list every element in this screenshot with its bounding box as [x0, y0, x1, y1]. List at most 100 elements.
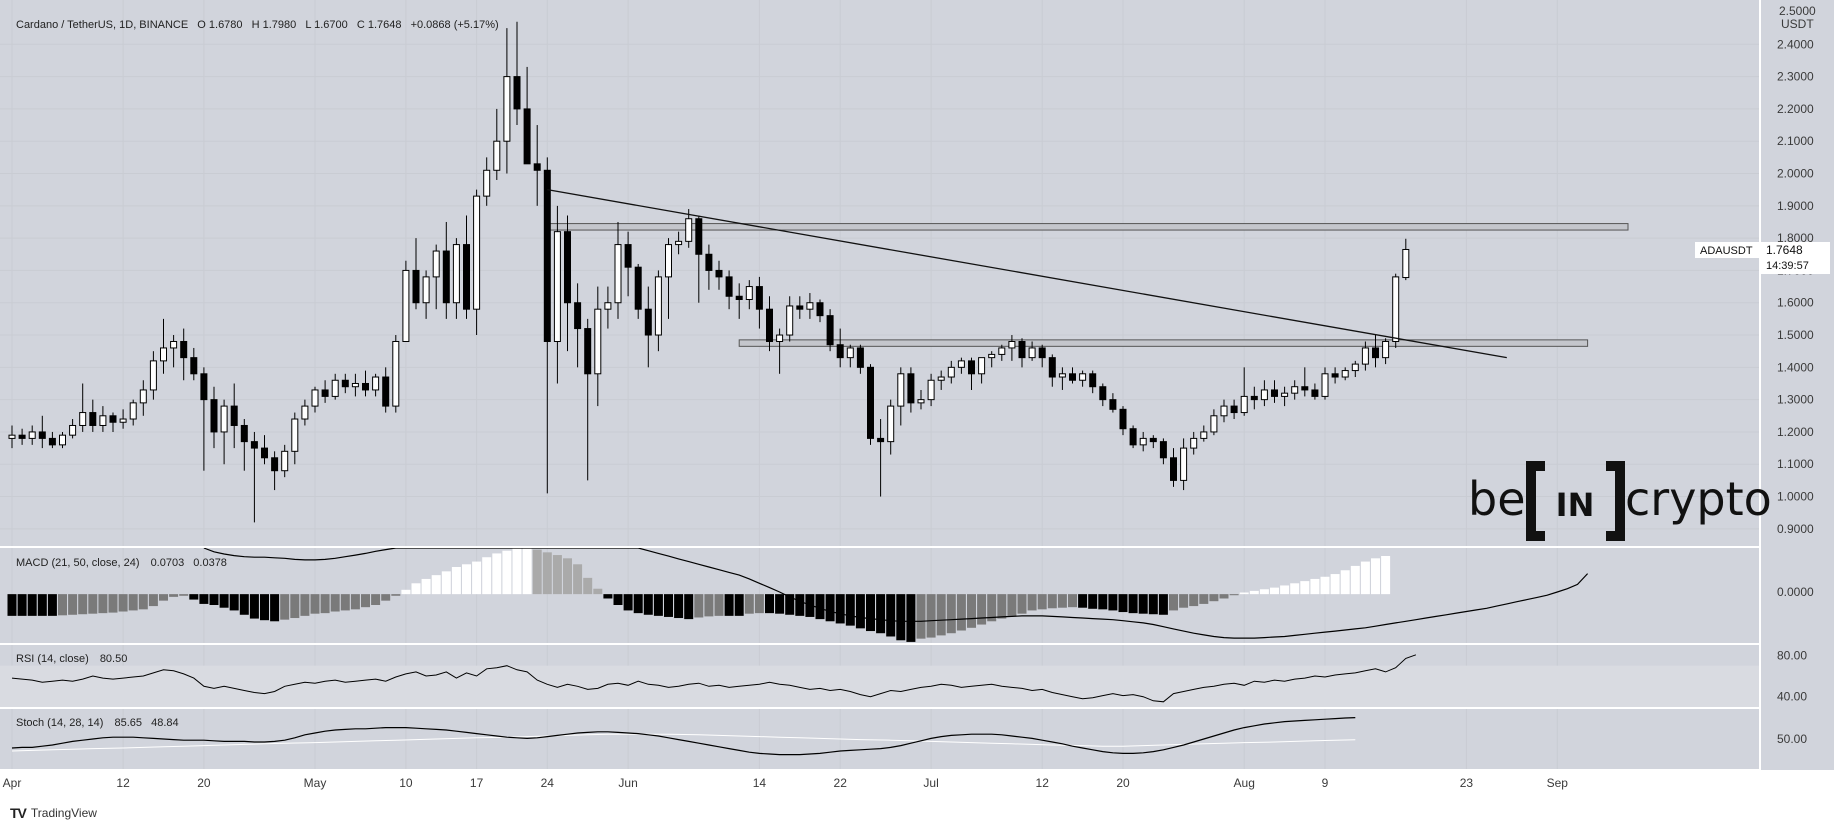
macd-histogram-bar: [330, 594, 340, 612]
time-tick-label: 9: [1322, 776, 1329, 790]
macd-histogram-bar: [785, 594, 795, 615]
candle: [1210, 409, 1218, 436]
candle-body: [250, 441, 258, 449]
stoch-legend-d: 48.84: [151, 717, 179, 729]
candle: [392, 335, 400, 413]
candle-body: [523, 108, 531, 165]
candle-body: [594, 308, 602, 375]
candle-body: [382, 376, 390, 407]
ohlc-high-value: 1.7980: [263, 19, 297, 31]
candle: [705, 244, 713, 290]
candle-body: [634, 266, 642, 310]
price-tag: [1760, 242, 1830, 274]
candle-body: [1028, 347, 1036, 359]
candle: [240, 419, 248, 471]
trendline-segment[interactable]: [547, 189, 1507, 359]
candle: [38, 415, 46, 449]
macd-histogram-bar: [906, 594, 916, 642]
change-value: +0.0868 (+5.17%): [411, 19, 499, 31]
macd-histogram-bar: [462, 564, 471, 595]
macd-histogram-bar: [1290, 583, 1300, 595]
macd-histogram-bar: [492, 553, 502, 595]
candle-body: [968, 360, 975, 375]
candle: [675, 231, 683, 255]
price-tick-label: 1.4000: [1777, 360, 1814, 374]
candle-body: [442, 250, 450, 304]
candle-body: [1372, 347, 1379, 359]
candle-body: [796, 305, 804, 310]
macd-histogram-bar: [1118, 594, 1128, 613]
candle-body: [614, 244, 622, 304]
candle: [1331, 367, 1339, 384]
macd-histogram-bar: [108, 594, 118, 613]
candle-body: [654, 276, 662, 336]
candle-body: [331, 379, 339, 397]
candle-body: [28, 431, 36, 439]
candle-body: [119, 418, 127, 423]
price-axis-unit: USDT: [1781, 17, 1814, 31]
macd-histogram-bar: [714, 594, 724, 616]
macd-histogram-bar: [754, 594, 764, 614]
candle-body: [937, 376, 945, 381]
price-tick-label: 1.8000: [1777, 231, 1814, 245]
ohlc-open-value: 1.6780: [209, 19, 243, 31]
price-tick-label: 2.0000: [1777, 167, 1814, 181]
macd-histogram-bar: [825, 594, 835, 622]
macd-histogram-bar: [987, 594, 997, 622]
candle: [1351, 360, 1359, 378]
candle-body: [998, 347, 1006, 355]
macd-histogram-bar: [866, 594, 875, 632]
macd-histogram-bar: [936, 594, 946, 636]
price-axis[interactable]: 2.4000 2.3000 2.2000 2.1000 2.0000 1.9000 1.80…: [1777, 37, 1814, 536]
macd-histogram-bar: [734, 594, 744, 616]
time-tick-label: Apr: [3, 776, 22, 790]
trendline[interactable]: [547, 189, 1507, 359]
macd-histogram-bar: [209, 594, 219, 605]
candle: [584, 318, 592, 481]
macd-histogram-bar: [219, 594, 229, 608]
macd-histogram-bar: [361, 594, 370, 608]
candle-body: [1190, 437, 1198, 449]
candle: [846, 344, 854, 368]
candle-body: [463, 244, 470, 310]
time-tick-label: Aug: [1234, 776, 1255, 790]
candle: [1028, 341, 1036, 361]
macd-histogram-bar: [845, 594, 855, 626]
macd-histogram-bar: [1209, 594, 1219, 602]
candle: [513, 21, 521, 126]
candle: [1260, 380, 1268, 407]
macd-histogram-bar: [300, 594, 310, 616]
candle-body: [574, 302, 582, 330]
macd-histogram-bar: [724, 594, 734, 616]
tradingview-footer[interactable]: TV TradingView: [10, 803, 97, 823]
candle-body: [230, 405, 238, 426]
candle: [988, 351, 996, 368]
time-axis[interactable]: Apr 12 20 May 10 17 24 Jun 14 22 Jul 12 20 Aug 9 23 Sep: [3, 776, 1569, 790]
candle: [483, 157, 491, 206]
resistance-zone[interactable]: [738, 339, 1589, 347]
candle-body: [1008, 340, 1016, 349]
candle: [1230, 399, 1238, 420]
tradingview-chart[interactable]: 2.4000 2.3000 2.2000 2.1000 2.0000 1.9000 1.80…: [0, 0, 1834, 800]
candle-body: [978, 357, 986, 375]
macd-histogram-bar: [532, 549, 542, 595]
candle-body: [392, 340, 400, 407]
stoch-pane: [11, 717, 1356, 756]
macd-histogram-bar: [47, 594, 57, 616]
macd-histogram-bar: [451, 567, 461, 595]
candle: [1240, 367, 1248, 416]
time-tick-label: Jul: [923, 776, 938, 790]
candle-body: [695, 218, 703, 255]
candle: [1048, 354, 1056, 387]
candle-body: [18, 434, 26, 439]
ohlc-low-label: L: [305, 19, 311, 31]
resistance-zone[interactable]: [546, 223, 1629, 231]
macd-histogram-bar: [1017, 594, 1027, 614]
candle-body: [432, 250, 440, 278]
macd-histogram-bar: [421, 578, 431, 595]
candle-body: [402, 269, 410, 342]
candle: [1281, 386, 1289, 407]
macd-axis-tick: 0.0000: [1777, 585, 1814, 599]
price-tag-value: 1.7648: [1766, 243, 1803, 257]
candle: [362, 370, 369, 397]
